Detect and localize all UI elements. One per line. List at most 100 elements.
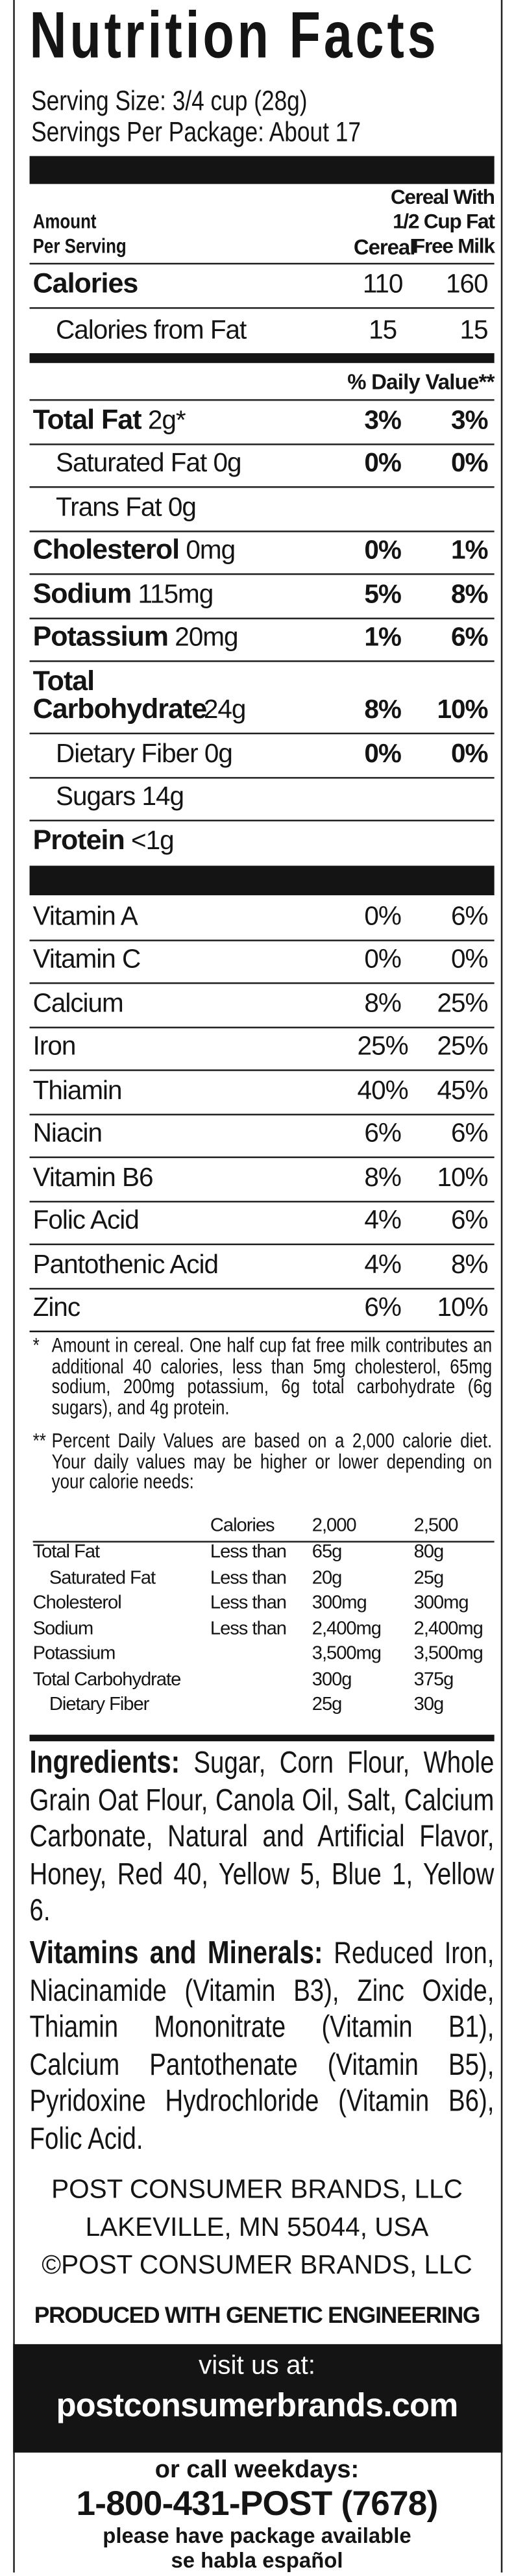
dv-nutrient: Potassium: [32, 1644, 116, 1665]
nutrient-row: Cholesterol 0mg 0% 1%: [29, 530, 495, 573]
row-label: Potassium 20mg: [32, 621, 239, 654]
dv-header-label: Calories: [210, 1516, 275, 1536]
nutrient-row: Trans Fat 0g: [29, 486, 495, 530]
milk-value: 0%: [451, 450, 489, 478]
nutrient-name: Total Carbohydrate: [32, 665, 208, 724]
dv-row: Total Fat Less than 65g 80g: [33, 1541, 495, 1567]
milk-value: 8%: [451, 1250, 489, 1279]
vitamin-row: Niacin 6% 6%: [29, 1113, 495, 1156]
vitamin-row: Folic Acid 4% 6%: [29, 1200, 495, 1243]
milk-value: 15: [459, 317, 489, 345]
cereal-value: 4%: [364, 1250, 402, 1279]
dv-limit: Less than: [210, 1542, 287, 1563]
vitamins-text: Reduced Iron, Niacinamide (Vitamin B3), …: [29, 1935, 495, 2155]
phone: 1-800-431-POST (7678): [76, 2485, 438, 2523]
company-line: ©POST CONSUMER BRANDS, LLC: [42, 2252, 472, 2281]
dv-d2000: 300g: [312, 1670, 352, 1690]
dv-d2000: 20g: [312, 1568, 343, 1588]
row-label: Dietary Fiber 0g: [56, 740, 233, 770]
label-title: Nutrition Facts: [29, 0, 439, 73]
nutrient-amount: 0mg: [186, 537, 236, 565]
dv-row: Dietary Fiber 25g 30g: [33, 1694, 495, 1719]
milk-value: 0%: [451, 946, 489, 974]
thick-rule: [29, 353, 495, 364]
company-block: POST CONSUMER BRANDS, LLC LAKEVILLE, MN …: [13, 2172, 501, 2285]
dv-d2500: 300mg: [413, 1593, 469, 1613]
serving-size: Serving Size: 3/4 cup (28g): [31, 85, 308, 117]
cereal-value: 0%: [364, 902, 402, 931]
row-label: Total Fat 2g*: [33, 403, 186, 436]
nutrient-name: Potassium: [32, 621, 169, 652]
footnote-marker: **: [32, 1429, 46, 1452]
cereal-value: 5%: [364, 580, 402, 609]
vitamin-row: Calcium 8% 25%: [29, 982, 495, 1026]
vitamin-row: Iron 25% 25%: [29, 1026, 495, 1069]
cereal-value: 0%: [364, 739, 402, 768]
milk-value: 6%: [451, 1207, 489, 1235]
contact-note: se habla español: [171, 2547, 343, 2573]
dv-limit: Less than: [210, 1593, 287, 1613]
nutrient-row: Protein <1g: [29, 819, 495, 863]
footnote-text: Amount in cereal. One half cup fat free …: [51, 1333, 493, 1419]
header-line: Free Milk: [412, 234, 495, 258]
row-label: Sodium 115mg: [33, 577, 214, 610]
milk-value: 25%: [437, 1033, 489, 1061]
row-label: Trans Fat 0g: [56, 493, 197, 523]
dv-d2500: 3,500mg: [413, 1644, 483, 1665]
cereal-value: 8%: [364, 1163, 402, 1192]
visit-label: visit us at:: [198, 2352, 315, 2381]
row-label: Cholesterol 0mg: [33, 534, 236, 567]
vitamin-name: Vitamin A: [32, 902, 138, 931]
cereal-value: 1%: [364, 624, 402, 652]
nutrient-row: Dietary Fiber 0g 0% 0%: [29, 732, 495, 776]
vitamin-row: Pantothenic Acid 4% 8%: [29, 1243, 495, 1287]
nutrient-row: Total Fat 2g* 3% 3%: [29, 399, 495, 443]
thick-rule: [29, 1735, 495, 1742]
company-line: POST CONSUMER BRANDS, LLC: [51, 2176, 463, 2205]
dv-row: Potassium 3,500mg 3,500mg: [33, 1642, 495, 1668]
dv-header: Calories 2,000 2,500: [32, 1515, 495, 1542]
nutrient-row: Potassium 20mg 1% 6%: [29, 617, 495, 660]
dv-nutrient: Sodium: [32, 1618, 94, 1639]
milk-value: 10%: [437, 1163, 489, 1192]
dv-d2000: 2,400mg: [312, 1618, 382, 1639]
footnote-marker: *: [32, 1333, 40, 1357]
milk-value: 10%: [437, 1294, 489, 1322]
dv-d2500: 375g: [413, 1670, 454, 1690]
nutrient-name: Sugars: [56, 784, 136, 812]
cereal-value: 8%: [364, 696, 402, 724]
cereal-value: 3%: [364, 406, 402, 435]
cereal-value: 0%: [364, 450, 402, 478]
nutrient-amount: 20mg: [175, 624, 238, 652]
calories-from-fat-row: Calories from Fat 15 15: [29, 307, 495, 353]
dv-nutrient: Total Fat: [32, 1542, 101, 1563]
milk-value: 6%: [451, 902, 489, 931]
dv-limit: Less than: [210, 1618, 287, 1639]
company-line: LAKEVILLE, MN 55044, USA: [85, 2214, 429, 2242]
row-label: Total Carbohydrate 24g: [32, 665, 247, 726]
amount-header: Amount Per Serving: [33, 210, 127, 260]
row-label: Sugars 14g: [56, 784, 184, 813]
row-label: Calories: [32, 267, 139, 299]
vitamins-minerals: Vitamins and Minerals: Reduced Iron, Nia…: [30, 1935, 495, 2158]
cereal-value: 25%: [357, 1033, 409, 1061]
vitamin-name: Iron: [32, 1033, 77, 1061]
ingredients-text: Sugar, Corn Flour, Whole Grain Oat Flour…: [29, 1744, 495, 1928]
header-line: Amount: [32, 210, 97, 234]
milk-value: 45%: [437, 1076, 489, 1105]
cereal-value: 4%: [364, 1207, 402, 1235]
dv-nutrient: Total Carbohydrate: [32, 1670, 182, 1690]
nutrient-name: Protein: [32, 823, 125, 856]
nutrient-amount: 115mg: [138, 580, 214, 609]
row-label: Calories from Fat: [56, 317, 247, 345]
row-label: Saturated Fat 0g: [56, 450, 241, 480]
dv-d2000: 3,500mg: [312, 1644, 382, 1665]
vitamin-name: Niacin: [32, 1120, 103, 1148]
cereal-value: 0%: [364, 537, 402, 565]
dv-limit: Less than: [210, 1568, 287, 1588]
cereal-value: 15: [369, 317, 397, 345]
dv-header-2500: 2,500: [413, 1516, 459, 1536]
dv-d2500: 2,400mg: [413, 1618, 483, 1639]
vitamin-row: Vitamin C 0% 0%: [29, 939, 495, 982]
